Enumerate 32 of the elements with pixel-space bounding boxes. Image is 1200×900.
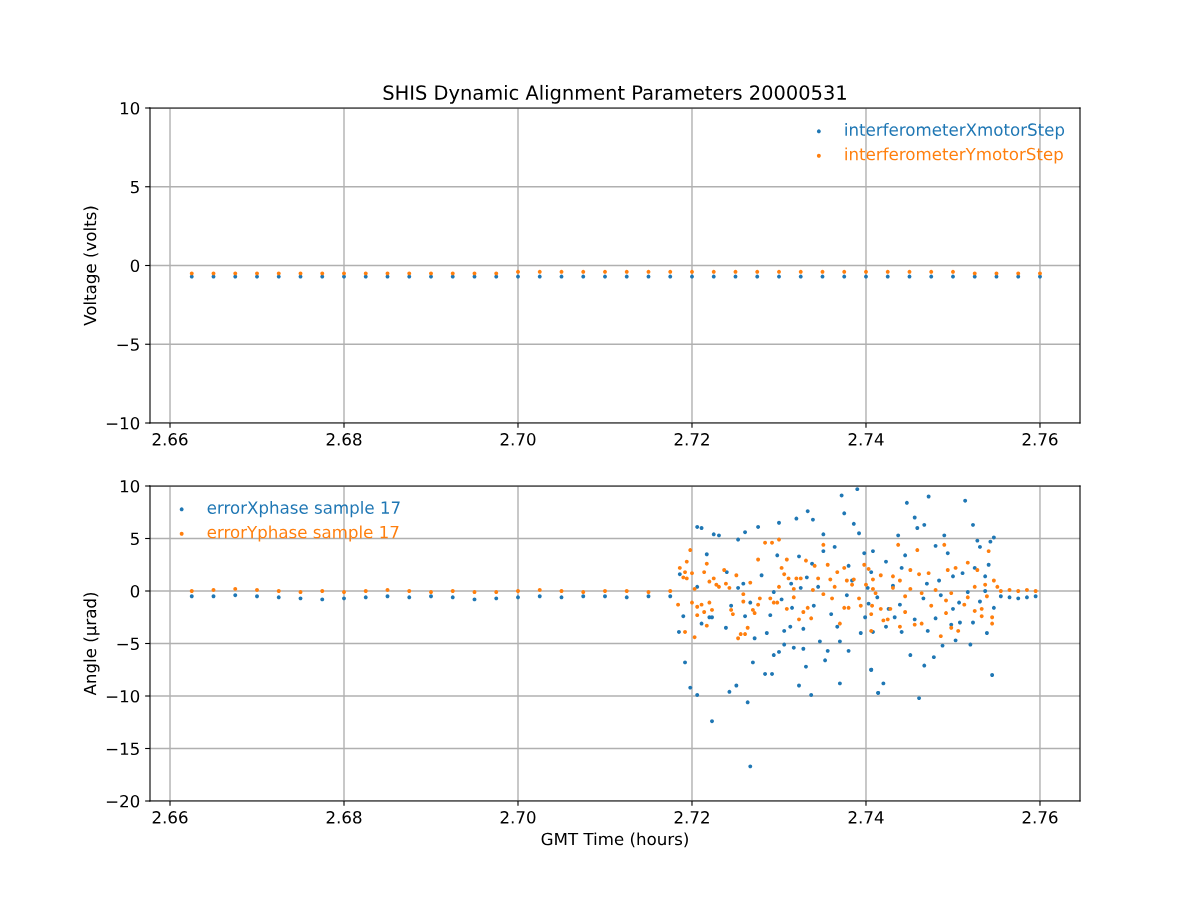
x-tick-label: 2.74: [848, 433, 884, 446]
legend-label: interferometerYmotorStep: [845, 147, 1063, 164]
chart-title: SHIS Dynamic Alignment Parameters 20000531: [383, 84, 846, 104]
y-tick-label: 5: [130, 532, 139, 546]
x-tick-label: 2.68: [326, 433, 362, 446]
legend-label: errorYphase sample 17: [207, 525, 399, 542]
x-tick-label: 2.72: [674, 433, 709, 446]
x-tick-label: 2.70: [500, 433, 536, 446]
y-tick-label: −10: [106, 689, 140, 703]
y-tick-label: −10: [106, 416, 140, 430]
x-axis-title: GMT Time (hours): [541, 832, 688, 848]
x-tick-label: 2.76: [1022, 811, 1058, 824]
x-tick-label: 2.66: [152, 811, 188, 824]
x-tick-label: 2.70: [500, 811, 536, 824]
x-tick-label: 2.68: [326, 811, 362, 824]
y-tick-label: 10: [120, 479, 140, 493]
x-tick-label: 2.76: [1022, 433, 1058, 446]
y-tick-label: −20: [106, 794, 140, 808]
y-tick-label: −5: [117, 637, 139, 651]
y-axis-title: Voltage (volts): [83, 206, 100, 326]
legend-label: interferometerXmotorStep: [845, 123, 1065, 140]
y-tick-label: 5: [130, 180, 139, 194]
y-tick-label: 0: [130, 584, 140, 598]
x-tick-label: 2.74: [848, 811, 884, 824]
y-tick-label: −5: [117, 338, 139, 351]
legend-label: errorXphase sample 17: [207, 501, 400, 518]
x-tick-label: 2.66: [152, 433, 188, 446]
y-axis-title: Angle (µrad): [83, 592, 100, 696]
y-tick-label: −15: [106, 742, 139, 756]
y-tick-label: 0: [130, 259, 140, 273]
y-tick-label: 10: [120, 101, 140, 115]
x-tick-label: 2.72: [674, 811, 709, 824]
